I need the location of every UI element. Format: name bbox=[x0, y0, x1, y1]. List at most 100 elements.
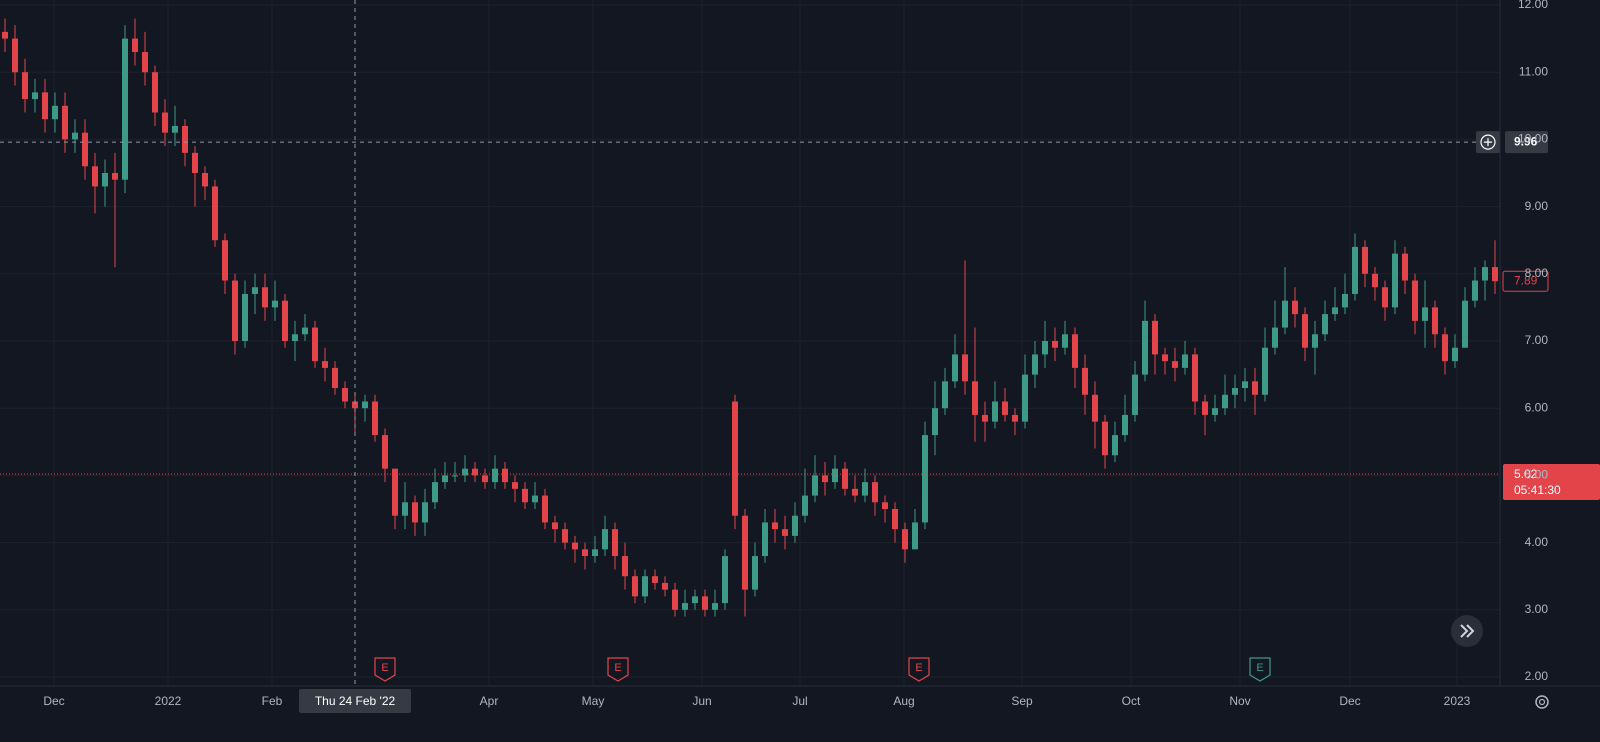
candle-body bbox=[1482, 267, 1488, 281]
candle-body bbox=[202, 173, 208, 187]
candle-body bbox=[912, 522, 918, 550]
candle-body bbox=[1412, 280, 1418, 321]
crosshair-y-label: 9.96 bbox=[1514, 134, 1538, 148]
candle-body bbox=[1102, 421, 1108, 456]
candle-body bbox=[942, 381, 948, 409]
event-marker[interactable] bbox=[374, 657, 396, 682]
candle-body bbox=[302, 327, 308, 335]
y-tick-label: 11.00 bbox=[1519, 64, 1548, 78]
candle-body bbox=[712, 603, 718, 610]
y-tick-label: 6.00 bbox=[1525, 400, 1549, 414]
candle-body bbox=[842, 468, 848, 489]
candle-body bbox=[1262, 347, 1268, 395]
candles bbox=[2, 18, 1498, 617]
candle-body bbox=[12, 38, 18, 73]
candle-body bbox=[1152, 320, 1158, 355]
y-tick-label: 5.00 bbox=[1525, 468, 1549, 482]
candle-body bbox=[872, 482, 878, 503]
candle-body bbox=[232, 280, 238, 341]
candle-body bbox=[1372, 273, 1378, 288]
candle-body bbox=[222, 240, 228, 281]
y-tick-label: 3.00 bbox=[1525, 602, 1549, 616]
candle-body bbox=[962, 354, 968, 382]
candle-body bbox=[352, 401, 358, 409]
scroll-button[interactable] bbox=[1451, 615, 1483, 647]
event-label: E bbox=[915, 662, 922, 674]
y-tick-label: 8.00 bbox=[1525, 266, 1549, 280]
candle-body bbox=[382, 435, 388, 469]
candle-body bbox=[1362, 246, 1368, 274]
candle-body bbox=[332, 367, 338, 389]
candle-body bbox=[812, 475, 818, 496]
candle-body bbox=[402, 502, 408, 516]
candle-body bbox=[292, 334, 298, 341]
candle-body bbox=[792, 515, 798, 536]
candle-body bbox=[1492, 267, 1498, 282]
x-tick-label: Feb bbox=[262, 694, 283, 708]
candle-body bbox=[142, 52, 148, 73]
add-icon-plus bbox=[1484, 138, 1492, 147]
candle-body bbox=[102, 173, 108, 187]
x-tick-label: 2023 bbox=[1444, 694, 1471, 708]
candle-body bbox=[972, 381, 978, 415]
current-price-label: 7.89 bbox=[1514, 273, 1538, 287]
candle-body bbox=[652, 576, 658, 583]
candle-body bbox=[152, 72, 158, 113]
settings-icon[interactable] bbox=[1535, 695, 1549, 709]
candle-body bbox=[92, 166, 98, 187]
candle-body bbox=[992, 401, 998, 422]
candle-body bbox=[762, 522, 768, 557]
event-marker[interactable] bbox=[908, 657, 930, 682]
candle-body bbox=[1352, 246, 1358, 294]
candle-body bbox=[1222, 394, 1228, 409]
candle-body bbox=[2, 31, 8, 39]
x-tick-label: Dec bbox=[1339, 694, 1360, 708]
candle-body bbox=[172, 125, 178, 133]
candle-body bbox=[1252, 381, 1258, 395]
candle-body bbox=[1022, 374, 1028, 422]
candle-body bbox=[1062, 334, 1068, 348]
y-tick-label: 4.00 bbox=[1525, 535, 1549, 549]
settings-button[interactable] bbox=[1535, 695, 1549, 709]
candle-body bbox=[892, 509, 898, 530]
candle-body bbox=[132, 38, 138, 53]
candle-body bbox=[412, 502, 418, 523]
current-price-box bbox=[1502, 270, 1549, 292]
candle-body bbox=[1332, 307, 1338, 315]
overlay: 5.02 05:41:30 7.89 Thu 24 Feb '22 9.96 E E E E bbox=[0, 0, 1600, 713]
candle-body bbox=[112, 173, 118, 180]
countdown-label: 05:41:30 bbox=[1514, 483, 1561, 497]
candle-body bbox=[522, 488, 528, 503]
event-marker[interactable] bbox=[1249, 657, 1271, 682]
event-label: E bbox=[1256, 662, 1263, 674]
x-tick-label: Oct bbox=[1122, 694, 1141, 708]
candle-body bbox=[672, 589, 678, 610]
crosshair-y-box bbox=[1505, 131, 1548, 154]
last-price-label: 5.02 bbox=[1514, 467, 1538, 481]
candle-body bbox=[192, 152, 198, 173]
candle-body bbox=[1082, 367, 1088, 395]
event-marker[interactable] bbox=[607, 657, 629, 682]
candle-body bbox=[1002, 401, 1008, 415]
candle-body bbox=[622, 556, 628, 577]
candle-body bbox=[1242, 381, 1248, 389]
candle-body bbox=[902, 529, 908, 550]
candle-body bbox=[542, 495, 548, 523]
candle-body bbox=[1212, 408, 1218, 415]
candle-body bbox=[322, 361, 328, 368]
candle-body bbox=[1462, 300, 1468, 348]
candle-body bbox=[512, 482, 518, 489]
candle-body bbox=[602, 529, 608, 550]
candle-body bbox=[1072, 334, 1078, 368]
grid bbox=[0, 0, 1500, 686]
candle-body bbox=[1342, 293, 1348, 308]
candle-body bbox=[1322, 314, 1328, 335]
candle-body bbox=[242, 293, 248, 341]
crosshair-x-label: Thu 24 Feb '22 bbox=[315, 694, 396, 708]
candle-body bbox=[252, 287, 258, 294]
y-tick-label: 9.00 bbox=[1525, 199, 1549, 213]
candle-body bbox=[312, 327, 318, 362]
add-icon[interactable] bbox=[1480, 134, 1496, 150]
candle-body bbox=[22, 72, 28, 100]
x-tick-label: Sep bbox=[1011, 694, 1033, 708]
